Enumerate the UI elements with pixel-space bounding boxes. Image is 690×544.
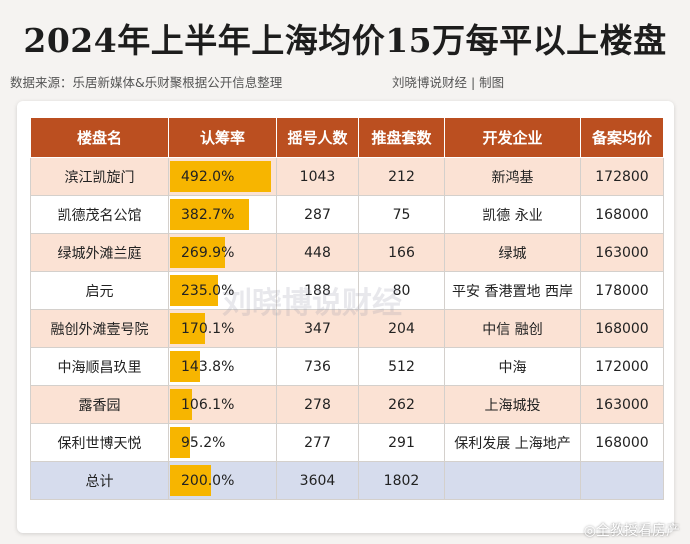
cell-developer: 凯德 永业 (444, 195, 581, 234)
cell-name: 凯德茂名公馆 (30, 195, 169, 234)
cell-price: 168000 (580, 309, 664, 348)
cell-lottery: 347 (276, 309, 359, 348)
cell-rate: 143.8% (168, 347, 277, 386)
rate-label: 235.0% (181, 282, 235, 299)
cell-name: 绿城外滩兰庭 (30, 233, 169, 272)
cell-lottery: 287 (276, 195, 359, 234)
cell-price (580, 461, 664, 500)
rate-label: 106.1% (181, 396, 235, 413)
table-row: 中海顺昌玖里 143.8% 736 512 中海 172000 (30, 347, 664, 386)
cell-lottery: 3604 (276, 461, 359, 500)
cell-units: 512 (358, 347, 445, 386)
table-row: 融创外滩壹号院 170.1% 347 204 中信 融创 168000 (30, 309, 664, 348)
cell-developer: 保利发展 上海地产 (444, 423, 581, 462)
header-developer: 开发企业 (444, 117, 581, 158)
cell-rate: 170.1% (168, 309, 277, 348)
cell-developer: 平安 香港置地 西岸 (444, 271, 581, 310)
rate-label: 95.2% (181, 434, 226, 451)
cell-developer: 中信 融创 (444, 309, 581, 348)
total-row: 总计 200.0% 3604 1802 (30, 461, 664, 500)
cell-lottery: 1043 (276, 157, 359, 196)
cell-name: 滨江凯旋门 (30, 157, 169, 196)
rate-bar (170, 237, 225, 268)
cell-rate: 382.7% (168, 195, 277, 234)
cell-units: 1802 (358, 461, 445, 500)
cell-price: 172000 (580, 347, 664, 386)
cell-units: 166 (358, 233, 445, 272)
weibo-watermark: ◎全教授看房产 (583, 523, 680, 539)
cell-developer: 新鸿基 (444, 157, 581, 196)
rate-label: 492.0% (181, 168, 235, 185)
table-row: 保利世博天悦 95.2% 277 291 保利发展 上海地产 168000 (30, 423, 664, 462)
header-name: 楼盘名 (30, 117, 169, 158)
cell-units: 212 (358, 157, 445, 196)
table-card: 楼盘名 认筹率 摇号人数 推盘套数 开发企业 备案均价 滨江凯旋门 492.0%… (17, 101, 674, 533)
cell-name: 露香园 (30, 385, 169, 424)
cell-units: 75 (358, 195, 445, 234)
cell-rate: 269.9% (168, 233, 277, 272)
header-lottery: 摇号人数 (276, 117, 359, 158)
header-units: 推盘套数 (358, 117, 445, 158)
cell-name: 融创外滩壹号院 (30, 309, 169, 348)
rate-bar (170, 465, 211, 496)
cell-rate: 235.0% (168, 271, 277, 310)
table-row: 启元 235.0% 188 80 平安 香港置地 西岸 178000 (30, 271, 664, 310)
source-note: 数据来源：乐居新媒体&乐财聚根据公开信息整理 刘晓博说财经 | 制图 (10, 72, 504, 91)
rate-bar (170, 313, 205, 344)
cell-price: 163000 (580, 385, 664, 424)
rate-label: 200.0% (181, 472, 235, 489)
rate-bar (170, 351, 200, 382)
cell-name: 保利世博天悦 (30, 423, 169, 462)
cell-price: 168000 (580, 423, 664, 462)
rate-bar (170, 427, 190, 458)
cell-lottery: 277 (276, 423, 359, 462)
cell-name: 中海顺昌玖里 (30, 347, 169, 386)
header-price: 备案均价 (580, 117, 664, 158)
cell-units: 80 (358, 271, 445, 310)
property-table: 楼盘名 认筹率 摇号人数 推盘套数 开发企业 备案均价 滨江凯旋门 492.0%… (30, 117, 664, 500)
header-row: 楼盘名 认筹率 摇号人数 推盘套数 开发企业 备案均价 (30, 117, 664, 158)
rate-label: 382.7% (181, 206, 235, 223)
rate-bar (170, 161, 271, 192)
table-row: 凯德茂名公馆 382.7% 287 75 凯德 永业 168000 (30, 195, 664, 234)
rate-bar (170, 199, 249, 230)
rate-bar (170, 389, 192, 420)
source-text: 数据来源：乐居新媒体&乐财聚根据公开信息整理 (10, 75, 283, 90)
cell-developer: 中海 (444, 347, 581, 386)
cell-price: 172800 (580, 157, 664, 196)
cell-lottery: 188 (276, 271, 359, 310)
table-row: 绿城外滩兰庭 269.9% 448 166 绿城 163000 (30, 233, 664, 272)
table-row: 露香园 106.1% 278 262 上海城投 163000 (30, 385, 664, 424)
cell-name: 总计 (30, 461, 169, 500)
cell-rate: 200.0% (168, 461, 277, 500)
cell-lottery: 736 (276, 347, 359, 386)
cell-price: 168000 (580, 195, 664, 234)
cell-units: 204 (358, 309, 445, 348)
cell-units: 262 (358, 385, 445, 424)
table-row: 滨江凯旋门 492.0% 1043 212 新鸿基 172800 (30, 157, 664, 196)
cell-lottery: 448 (276, 233, 359, 272)
rate-label: 269.9% (181, 244, 235, 261)
cell-units: 291 (358, 423, 445, 462)
cell-rate: 492.0% (168, 157, 277, 196)
rate-bar (170, 275, 218, 306)
cell-developer: 绿城 (444, 233, 581, 272)
cell-price: 178000 (580, 271, 664, 310)
credit-text: 刘晓博说财经 | 制图 (392, 75, 505, 90)
header-rate: 认筹率 (168, 117, 277, 158)
rate-label: 170.1% (181, 320, 235, 337)
cell-developer: 上海城投 (444, 385, 581, 424)
cell-developer (444, 461, 581, 500)
cell-price: 163000 (580, 233, 664, 272)
cell-lottery: 278 (276, 385, 359, 424)
cell-name: 启元 (30, 271, 169, 310)
rate-label: 143.8% (181, 358, 235, 375)
page-title: 2024年上半年上海均价15万每平以上楼盘 (23, 21, 667, 60)
cell-rate: 106.1% (168, 385, 277, 424)
cell-rate: 95.2% (168, 423, 277, 462)
